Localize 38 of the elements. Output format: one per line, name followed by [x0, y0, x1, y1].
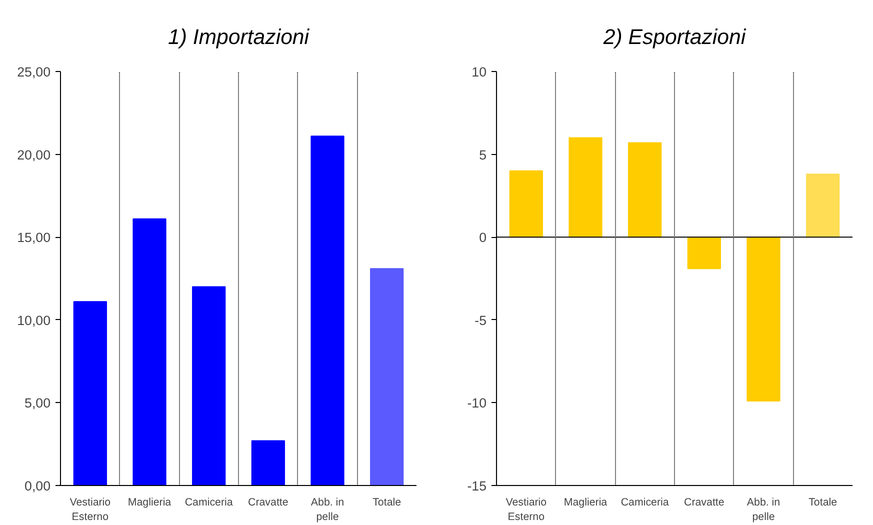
x-tick-label: Abb. in pelle: [310, 496, 344, 523]
y-tick-label: 20,00: [17, 147, 51, 162]
bar: [806, 174, 840, 238]
x-tick-label: Maglieria: [564, 496, 608, 508]
chart-title: 2) Esportazioni: [602, 25, 747, 49]
y-tick-label: 15,00: [17, 230, 51, 246]
y-tick-label: -10: [467, 396, 486, 411]
x-tick-label: Camiceria: [620, 496, 669, 508]
x-tick-label: Cravatte: [684, 496, 724, 508]
bar: [628, 142, 662, 238]
y-tick-label: 0: [479, 230, 487, 246]
bar: [568, 137, 602, 238]
x-tick-label: Totale: [808, 496, 838, 508]
y-tick-label: 5: [479, 147, 487, 162]
x-tick-label: Cravatte: [248, 496, 288, 508]
x-tick-label: Vestiario Esterno: [70, 496, 111, 523]
bar: [746, 236, 780, 402]
y-tick-label: 0,00: [24, 478, 51, 494]
bar: [687, 236, 721, 270]
y-tick-label: -15: [467, 478, 486, 494]
y-tick-label: 5,00: [24, 396, 51, 411]
x-tick-label: Abb. in pelle: [746, 496, 780, 523]
y-tick-label: 10,00: [17, 312, 51, 328]
x-tick-label: Maglieria: [128, 496, 172, 508]
x-tick-label: Camiceria: [184, 496, 233, 508]
bar: [310, 136, 344, 486]
bar: [251, 440, 285, 486]
bar: [192, 286, 226, 486]
bar: [370, 268, 404, 486]
bar: [509, 170, 543, 238]
y-tick-label: 10: [472, 64, 487, 80]
x-tick-label: Totale: [372, 496, 402, 508]
bar: [132, 218, 166, 486]
chart-title: 1) Importazioni: [168, 25, 310, 49]
y-tick-label: 25,00: [17, 64, 51, 80]
bar: [73, 301, 107, 486]
y-tick-label: -5: [474, 312, 487, 328]
x-tick-label: Vestiario Esterno: [506, 496, 547, 523]
